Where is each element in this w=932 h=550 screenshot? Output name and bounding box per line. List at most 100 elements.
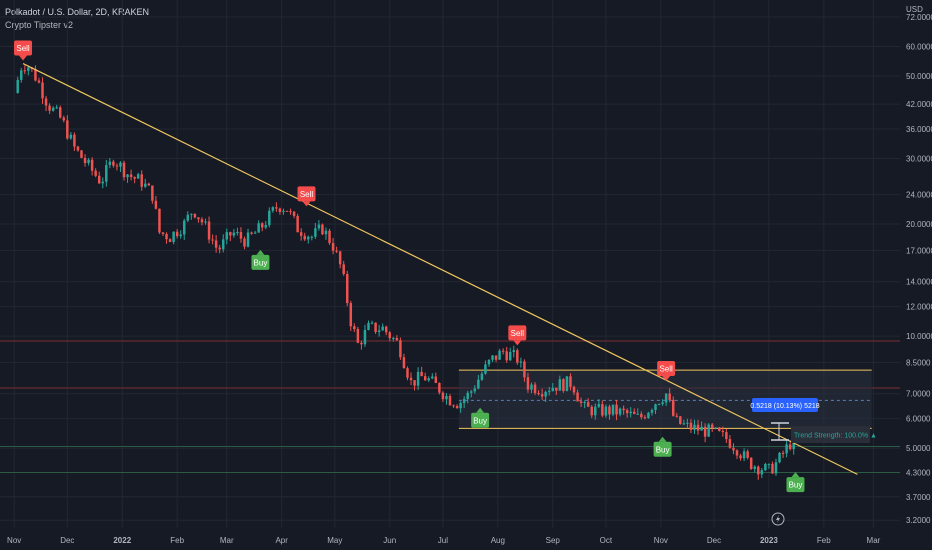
lightning-bolt-glyph: [776, 515, 780, 523]
candle-body: [112, 161, 115, 166]
sell-signal-pointer: [662, 375, 671, 381]
sell-signal-badge: [14, 40, 33, 56]
candle-body: [700, 426, 703, 431]
price-tick-label: 30.0000: [906, 155, 932, 164]
candle-body: [275, 207, 278, 209]
buy-signal-badge: [653, 441, 672, 457]
candle-body: [243, 238, 246, 247]
candle-body: [530, 384, 533, 390]
chart-title: Polkadot / U.S. Dollar, 2D, KRAKEN Crypt…: [5, 6, 149, 32]
candle-body: [764, 464, 767, 471]
candle-body: [349, 303, 353, 327]
candle-body: [66, 120, 69, 139]
candle-body: [324, 230, 328, 235]
candle-body: [565, 376, 569, 392]
candle-body: [105, 165, 108, 182]
candle-body: [147, 183, 151, 186]
buy-signal-label: Buy: [656, 445, 670, 454]
candle-body: [190, 213, 193, 215]
candle-body: [310, 236, 314, 238]
candle-body: [590, 406, 593, 416]
candle-body: [501, 350, 505, 352]
candle-body: [257, 223, 260, 233]
descending-trendline: [22, 62, 858, 475]
price-tick-label: 42.0000: [906, 100, 932, 109]
candle-body: [260, 223, 264, 228]
candle-body: [732, 447, 735, 451]
candle-body: [643, 417, 647, 419]
candle-body: [27, 67, 30, 71]
candle-body: [760, 470, 764, 475]
candle-body: [604, 406, 608, 416]
sell-signal-pointer: [19, 55, 28, 61]
buy-signal-badge: [251, 254, 270, 270]
candle-body: [523, 361, 526, 378]
candle-body: [406, 368, 409, 378]
grid: [0, 0, 900, 528]
candle-body: [115, 165, 119, 167]
price-tick-label: 36.0000: [906, 125, 932, 134]
indicator-name[interactable]: Crypto Tipster v2: [5, 20, 74, 30]
price-tick-label: 3.2000: [906, 516, 931, 525]
sell-signal-label: Sell: [16, 44, 30, 53]
candle-body: [317, 224, 321, 229]
time-tick-label: Nov: [654, 536, 668, 545]
time-axis[interactable]: Nov Dec 2022 Feb Mar Apr May Jun Jul Aug Sep Oct Nov…: [7, 512, 881, 545]
trend-strength-label: Trend Strength: 100.0% ▲: [794, 433, 877, 440]
candle-body: [427, 378, 430, 381]
candle-body: [179, 234, 182, 237]
candle-body: [689, 422, 693, 430]
time-tick-label: Dec: [707, 536, 721, 545]
candle-body: [636, 413, 640, 415]
candle-body: [434, 376, 438, 383]
candle-body: [133, 177, 136, 179]
candle-body: [183, 220, 186, 235]
candle-body: [16, 79, 19, 93]
candle-body: [69, 134, 73, 139]
candle-body: [725, 432, 728, 440]
time-tick-label: Jun: [383, 536, 396, 545]
candle-body: [158, 208, 161, 233]
candle-body: [668, 393, 671, 400]
candle-body: [87, 159, 90, 164]
candle-body: [594, 406, 597, 416]
candle-body: [381, 326, 384, 331]
time-tick-label: Feb: [817, 536, 831, 545]
price-tick-label: 14.0000: [906, 278, 932, 287]
candle-body: [154, 200, 158, 209]
time-tick-label: Dec: [60, 536, 74, 545]
candle-body: [466, 392, 469, 400]
lightning-icon: [771, 512, 785, 526]
candle-body: [253, 232, 257, 234]
price-tick-label: 5.0000: [906, 444, 931, 453]
candle-body: [537, 393, 540, 395]
candle-body: [445, 396, 448, 400]
buy-signal-badge: [786, 477, 805, 493]
candle-body: [477, 379, 480, 389]
trendline[interactable]: [22, 62, 858, 475]
candle-body: [144, 183, 147, 187]
symbol-title[interactable]: Polkadot / U.S. Dollar, 2D, KRAKEN: [5, 7, 150, 17]
candle-body: [48, 105, 51, 111]
candle-body: [374, 322, 377, 332]
candle-body: [544, 391, 547, 397]
candle-body: [122, 162, 126, 178]
candle-body: [735, 450, 739, 456]
candle-body: [221, 239, 225, 250]
candle-body: [526, 377, 530, 390]
candle-body: [576, 392, 579, 402]
candle-body: [647, 412, 650, 419]
candle-body: [753, 466, 756, 469]
candle-body: [721, 430, 725, 433]
candle-body: [289, 211, 292, 213]
candle-body: [516, 350, 519, 363]
price-tick-label: 20.0000: [906, 220, 932, 229]
candle-body: [250, 232, 253, 234]
candle-body: [746, 451, 749, 458]
candle-body: [682, 423, 686, 425]
time-tick-label: 2023: [760, 536, 778, 545]
signals: Sell Buy Sell Buy Sell Buy Sell Buy: [14, 40, 805, 493]
candle-body: [175, 231, 179, 237]
